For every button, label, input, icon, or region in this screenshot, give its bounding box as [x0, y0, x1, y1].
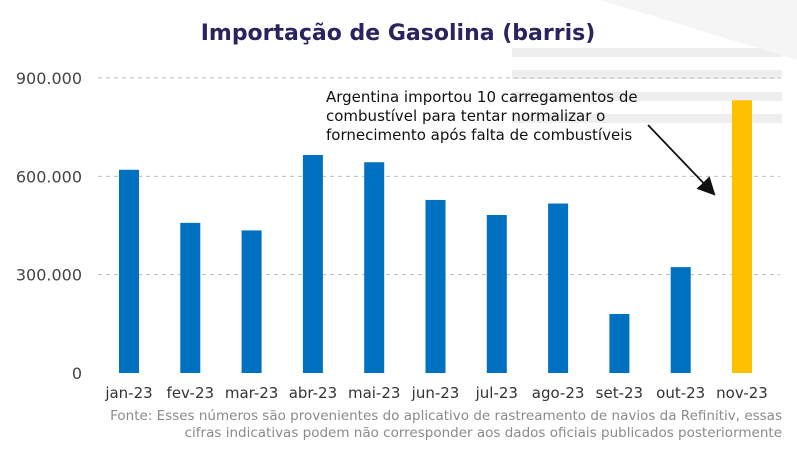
- x-tick-label: fev-23: [167, 384, 214, 402]
- bar-jul-23: [486, 215, 507, 373]
- bar-mar-23: [241, 230, 262, 373]
- bar-fev-23: [180, 222, 201, 373]
- chart-title: Importação de Gasolina (barris): [201, 21, 596, 46]
- x-axis-ticks: jan-23 fev-23 mar-23 abr-23 mai-23 jun-23 jul-…: [104, 384, 768, 402]
- x-tick-label: set-23: [596, 384, 643, 402]
- x-tick-label: jul-23: [475, 384, 518, 402]
- bar-set-23: [609, 314, 630, 373]
- annotation-line-2: combustível para tentar normalizar o: [326, 107, 605, 125]
- y-tick-label: 300.000: [16, 266, 82, 285]
- x-tick-label: nov-23: [716, 384, 768, 402]
- bar-mai-23: [364, 162, 385, 373]
- bar-ago-23: [548, 203, 569, 373]
- x-tick-label: jan-23: [104, 384, 152, 402]
- bar-jan-23: [119, 169, 139, 373]
- annotation-line-1: Argentina importou 10 carregamentos de: [326, 88, 638, 106]
- x-tick-label: mar-23: [225, 384, 279, 402]
- x-tick-label: mai-23: [348, 384, 400, 402]
- annotation-arrow: [647, 124, 716, 196]
- y-tick-label: 900.000: [16, 69, 82, 88]
- x-tick-label: abr-23: [289, 384, 337, 402]
- x-tick-label: jun-23: [411, 384, 460, 402]
- annotation-line-3: fornecimento após falta de combustíveis: [326, 126, 632, 144]
- bar-abr-23: [302, 155, 323, 373]
- annotation: Argentina importou 10 carregamentos de c…: [326, 88, 716, 196]
- bar-out-23: [670, 267, 691, 373]
- bar-nov-23: [732, 100, 752, 374]
- gridlines: [98, 77, 780, 276]
- y-tick-label: 600.000: [16, 167, 82, 186]
- y-axis-ticks: 0 300.000 600.000 900.000: [16, 69, 82, 383]
- background-decoration: [512, 0, 797, 123]
- source-note-line-1: Fonte: Esses números são provenientes do…: [110, 408, 782, 424]
- x-tick-label: out-23: [656, 384, 705, 402]
- y-tick-label: 0: [72, 364, 82, 383]
- bars: [119, 100, 752, 374]
- bar-jun-23: [425, 199, 446, 373]
- x-tick-label: ago-23: [532, 384, 585, 402]
- source-note-line-2: cifras indicativas podem não corresponde…: [185, 425, 782, 441]
